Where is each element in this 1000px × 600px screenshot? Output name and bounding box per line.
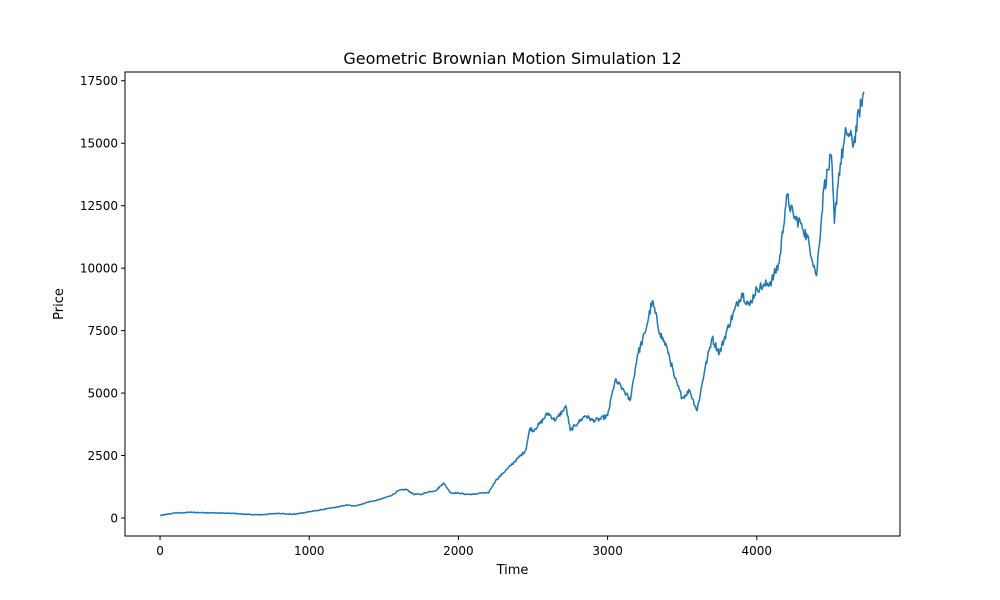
chart-title: Geometric Brownian Motion Simulation 12: [343, 49, 681, 68]
x-tick-label: 2000: [443, 544, 474, 558]
y-tick-label: 10000: [80, 262, 118, 276]
x-tick-label: 1000: [294, 544, 325, 558]
y-tick-label: 2500: [87, 449, 118, 463]
x-axis-label: Time: [496, 563, 529, 578]
price-series-line: [160, 91, 865, 517]
y-tick-label: 5000: [87, 387, 118, 401]
x-tick-label: 3000: [592, 544, 623, 558]
y-axis-label: Price: [52, 288, 67, 320]
y-tick-label: 15000: [80, 137, 118, 151]
y-tick-label: 7500: [87, 324, 118, 338]
y-tick-label: 12500: [80, 199, 118, 213]
plot-frame: [124, 71, 901, 537]
y-tick-label: 17500: [80, 74, 118, 88]
x-tick-label: 4000: [742, 544, 773, 558]
y-tick-label: 0: [110, 512, 118, 526]
y-ticks: 0 2500 5000 7500 10000 12500 15000 17500: [80, 74, 125, 526]
series-group: [160, 91, 865, 517]
x-ticks: 0 1000 2000 3000 4000: [156, 536, 772, 558]
x-tick-label: 0: [156, 544, 164, 558]
